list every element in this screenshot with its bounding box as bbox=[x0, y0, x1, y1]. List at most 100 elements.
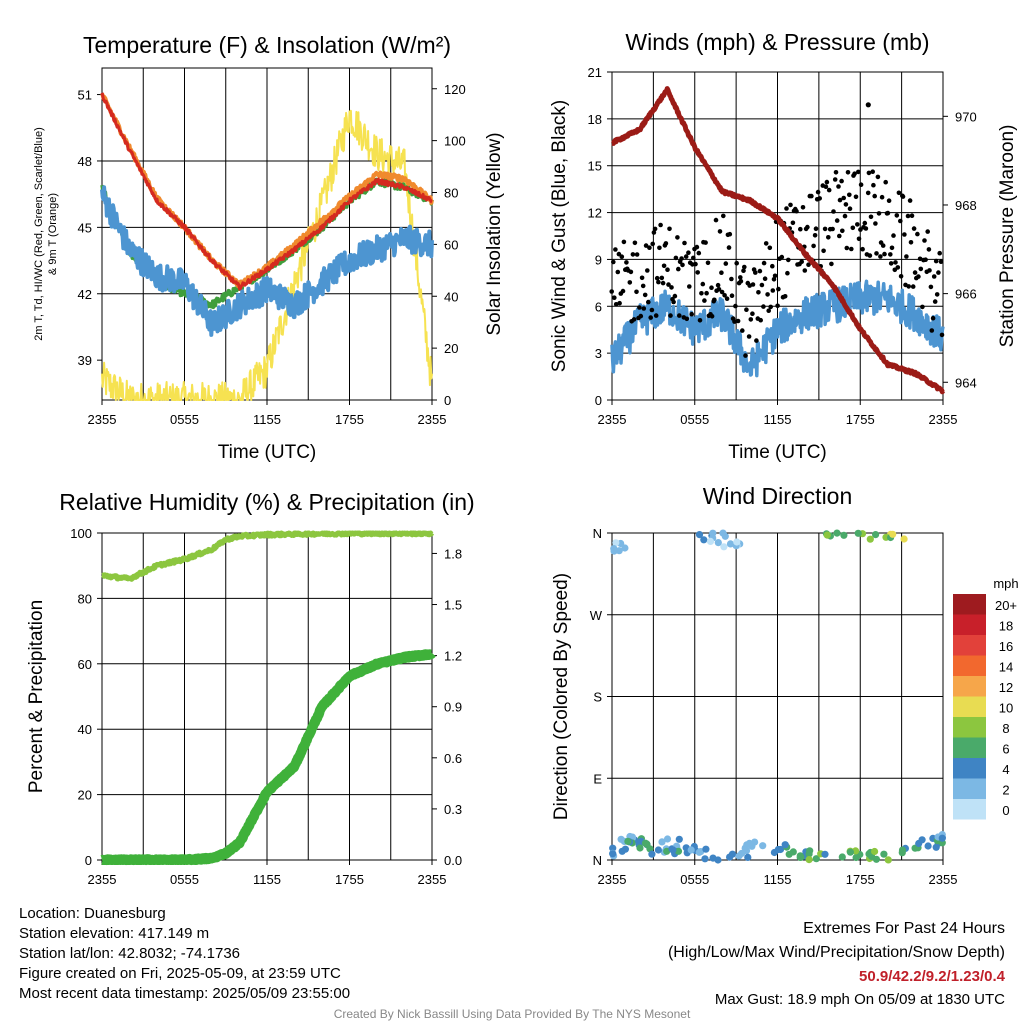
gust-point bbox=[882, 251, 887, 257]
direction-point bbox=[866, 535, 874, 543]
direction-point bbox=[924, 842, 932, 850]
gust-point bbox=[937, 250, 942, 256]
direction-point bbox=[821, 850, 829, 858]
direction-point bbox=[812, 855, 820, 863]
legend-swatch bbox=[953, 676, 986, 697]
gust-point bbox=[813, 226, 819, 231]
direction-point bbox=[617, 835, 625, 843]
gust-point bbox=[753, 270, 758, 275]
x-tick-label: 2355 bbox=[88, 412, 117, 427]
gust-point bbox=[821, 248, 826, 254]
direction-point bbox=[687, 846, 695, 854]
gust-point bbox=[866, 170, 872, 176]
gust-point bbox=[771, 277, 777, 282]
direction-point bbox=[938, 834, 946, 842]
gust-point bbox=[767, 245, 773, 251]
direction-point bbox=[744, 853, 752, 862]
direction-point bbox=[900, 535, 908, 543]
gust-point bbox=[697, 318, 703, 323]
direction-point bbox=[884, 856, 892, 864]
y-tick-label-left: 60 bbox=[78, 657, 92, 672]
gust-point bbox=[768, 304, 773, 310]
direction-point bbox=[759, 842, 767, 850]
gust-point bbox=[918, 266, 924, 272]
gust-point bbox=[682, 240, 687, 246]
direction-point bbox=[872, 531, 880, 539]
gust-point bbox=[700, 281, 706, 287]
y-tick-label-right: 120 bbox=[444, 82, 466, 97]
gust-point bbox=[756, 290, 761, 295]
direction-point bbox=[609, 844, 617, 852]
gust-point bbox=[716, 287, 722, 292]
gust-point bbox=[672, 293, 678, 299]
gust-point bbox=[872, 193, 877, 199]
wind-panel: 2355 0555 1155 1755 2355 0 3 6 9 12 15 18 21 964 966 96… bbox=[549, 29, 1018, 463]
y-tick-label-left: 21 bbox=[588, 65, 602, 80]
x-axis-label: Time (UTC) bbox=[728, 442, 827, 463]
direction-point bbox=[701, 855, 709, 863]
gust-point bbox=[634, 289, 639, 295]
gust-point bbox=[650, 241, 655, 247]
gust-point bbox=[705, 260, 711, 266]
gust-point bbox=[898, 218, 903, 224]
extremes-subtitle: (High/Low/Max Wind/Precipitation/Snow De… bbox=[667, 944, 1005, 961]
gust-point bbox=[746, 334, 752, 339]
latlon-text: Station lat/lon: 42.8032; -74.1736 bbox=[19, 945, 241, 962]
gust-point bbox=[765, 292, 770, 297]
direction-point bbox=[918, 836, 926, 844]
gust-point bbox=[785, 270, 790, 276]
direction-point bbox=[612, 539, 620, 547]
gust-point bbox=[779, 254, 785, 260]
gust-point bbox=[719, 270, 724, 276]
gust-point bbox=[894, 213, 900, 218]
gust-point bbox=[930, 315, 936, 321]
y-tick-label-right: 1.8 bbox=[444, 546, 462, 561]
gust-point bbox=[693, 261, 698, 267]
gust-point bbox=[612, 295, 617, 301]
direction-point bbox=[806, 847, 814, 855]
gust-point bbox=[906, 284, 911, 289]
relative-humidity-series-line bbox=[100, 530, 435, 582]
gust-point bbox=[642, 292, 648, 298]
gust-point bbox=[645, 268, 650, 273]
gust-point bbox=[900, 194, 906, 199]
direction-point bbox=[846, 848, 855, 856]
x-tick-label: 1755 bbox=[335, 412, 364, 427]
direction-point bbox=[714, 539, 722, 547]
y-axis-label-left: Direction (Colored By Speed) bbox=[551, 573, 572, 820]
direction-point bbox=[838, 853, 846, 861]
gust-point bbox=[766, 308, 771, 314]
y-axis-label-left: Percent & Precipitation bbox=[26, 600, 47, 793]
gust-point bbox=[615, 269, 621, 275]
gust-point bbox=[786, 257, 791, 263]
gust-point bbox=[782, 294, 788, 299]
gust-point bbox=[893, 260, 898, 265]
gust-point bbox=[880, 243, 886, 248]
legend-label: 2 bbox=[1002, 783, 1009, 798]
temperature-panel: 2355 0555 1155 1755 2355 39 42 45 48 51 0 20 40 60 80 1… bbox=[33, 32, 505, 463]
x-tick-label: 2355 bbox=[929, 872, 958, 887]
gust-point bbox=[826, 235, 831, 240]
gust-point bbox=[896, 190, 902, 196]
gust-point bbox=[637, 305, 642, 310]
direction-point bbox=[840, 531, 848, 539]
gust-point bbox=[742, 264, 747, 270]
gust-point bbox=[863, 226, 869, 231]
panel-title: Temperature (F) & Insolation (W/m²) bbox=[83, 32, 451, 58]
gust-point bbox=[770, 263, 775, 269]
legend-swatch bbox=[953, 696, 986, 717]
gust-point bbox=[874, 251, 879, 256]
gust-point bbox=[651, 230, 657, 235]
gust-point bbox=[895, 265, 901, 270]
gust-point bbox=[844, 245, 850, 251]
gust-point bbox=[611, 259, 616, 265]
gust-point bbox=[750, 282, 756, 287]
pressure-series-line bbox=[610, 86, 946, 395]
x-tick-label: 1155 bbox=[253, 872, 281, 887]
gust-point bbox=[757, 268, 763, 274]
y-axis-label-left: 2m T, Td, HI/WC (Red, Green, Scarlet/Blu… bbox=[33, 127, 45, 341]
gust-point bbox=[799, 259, 804, 265]
precipitation-series-line bbox=[97, 648, 437, 865]
gust-point bbox=[772, 273, 778, 279]
gust-point bbox=[727, 231, 733, 237]
